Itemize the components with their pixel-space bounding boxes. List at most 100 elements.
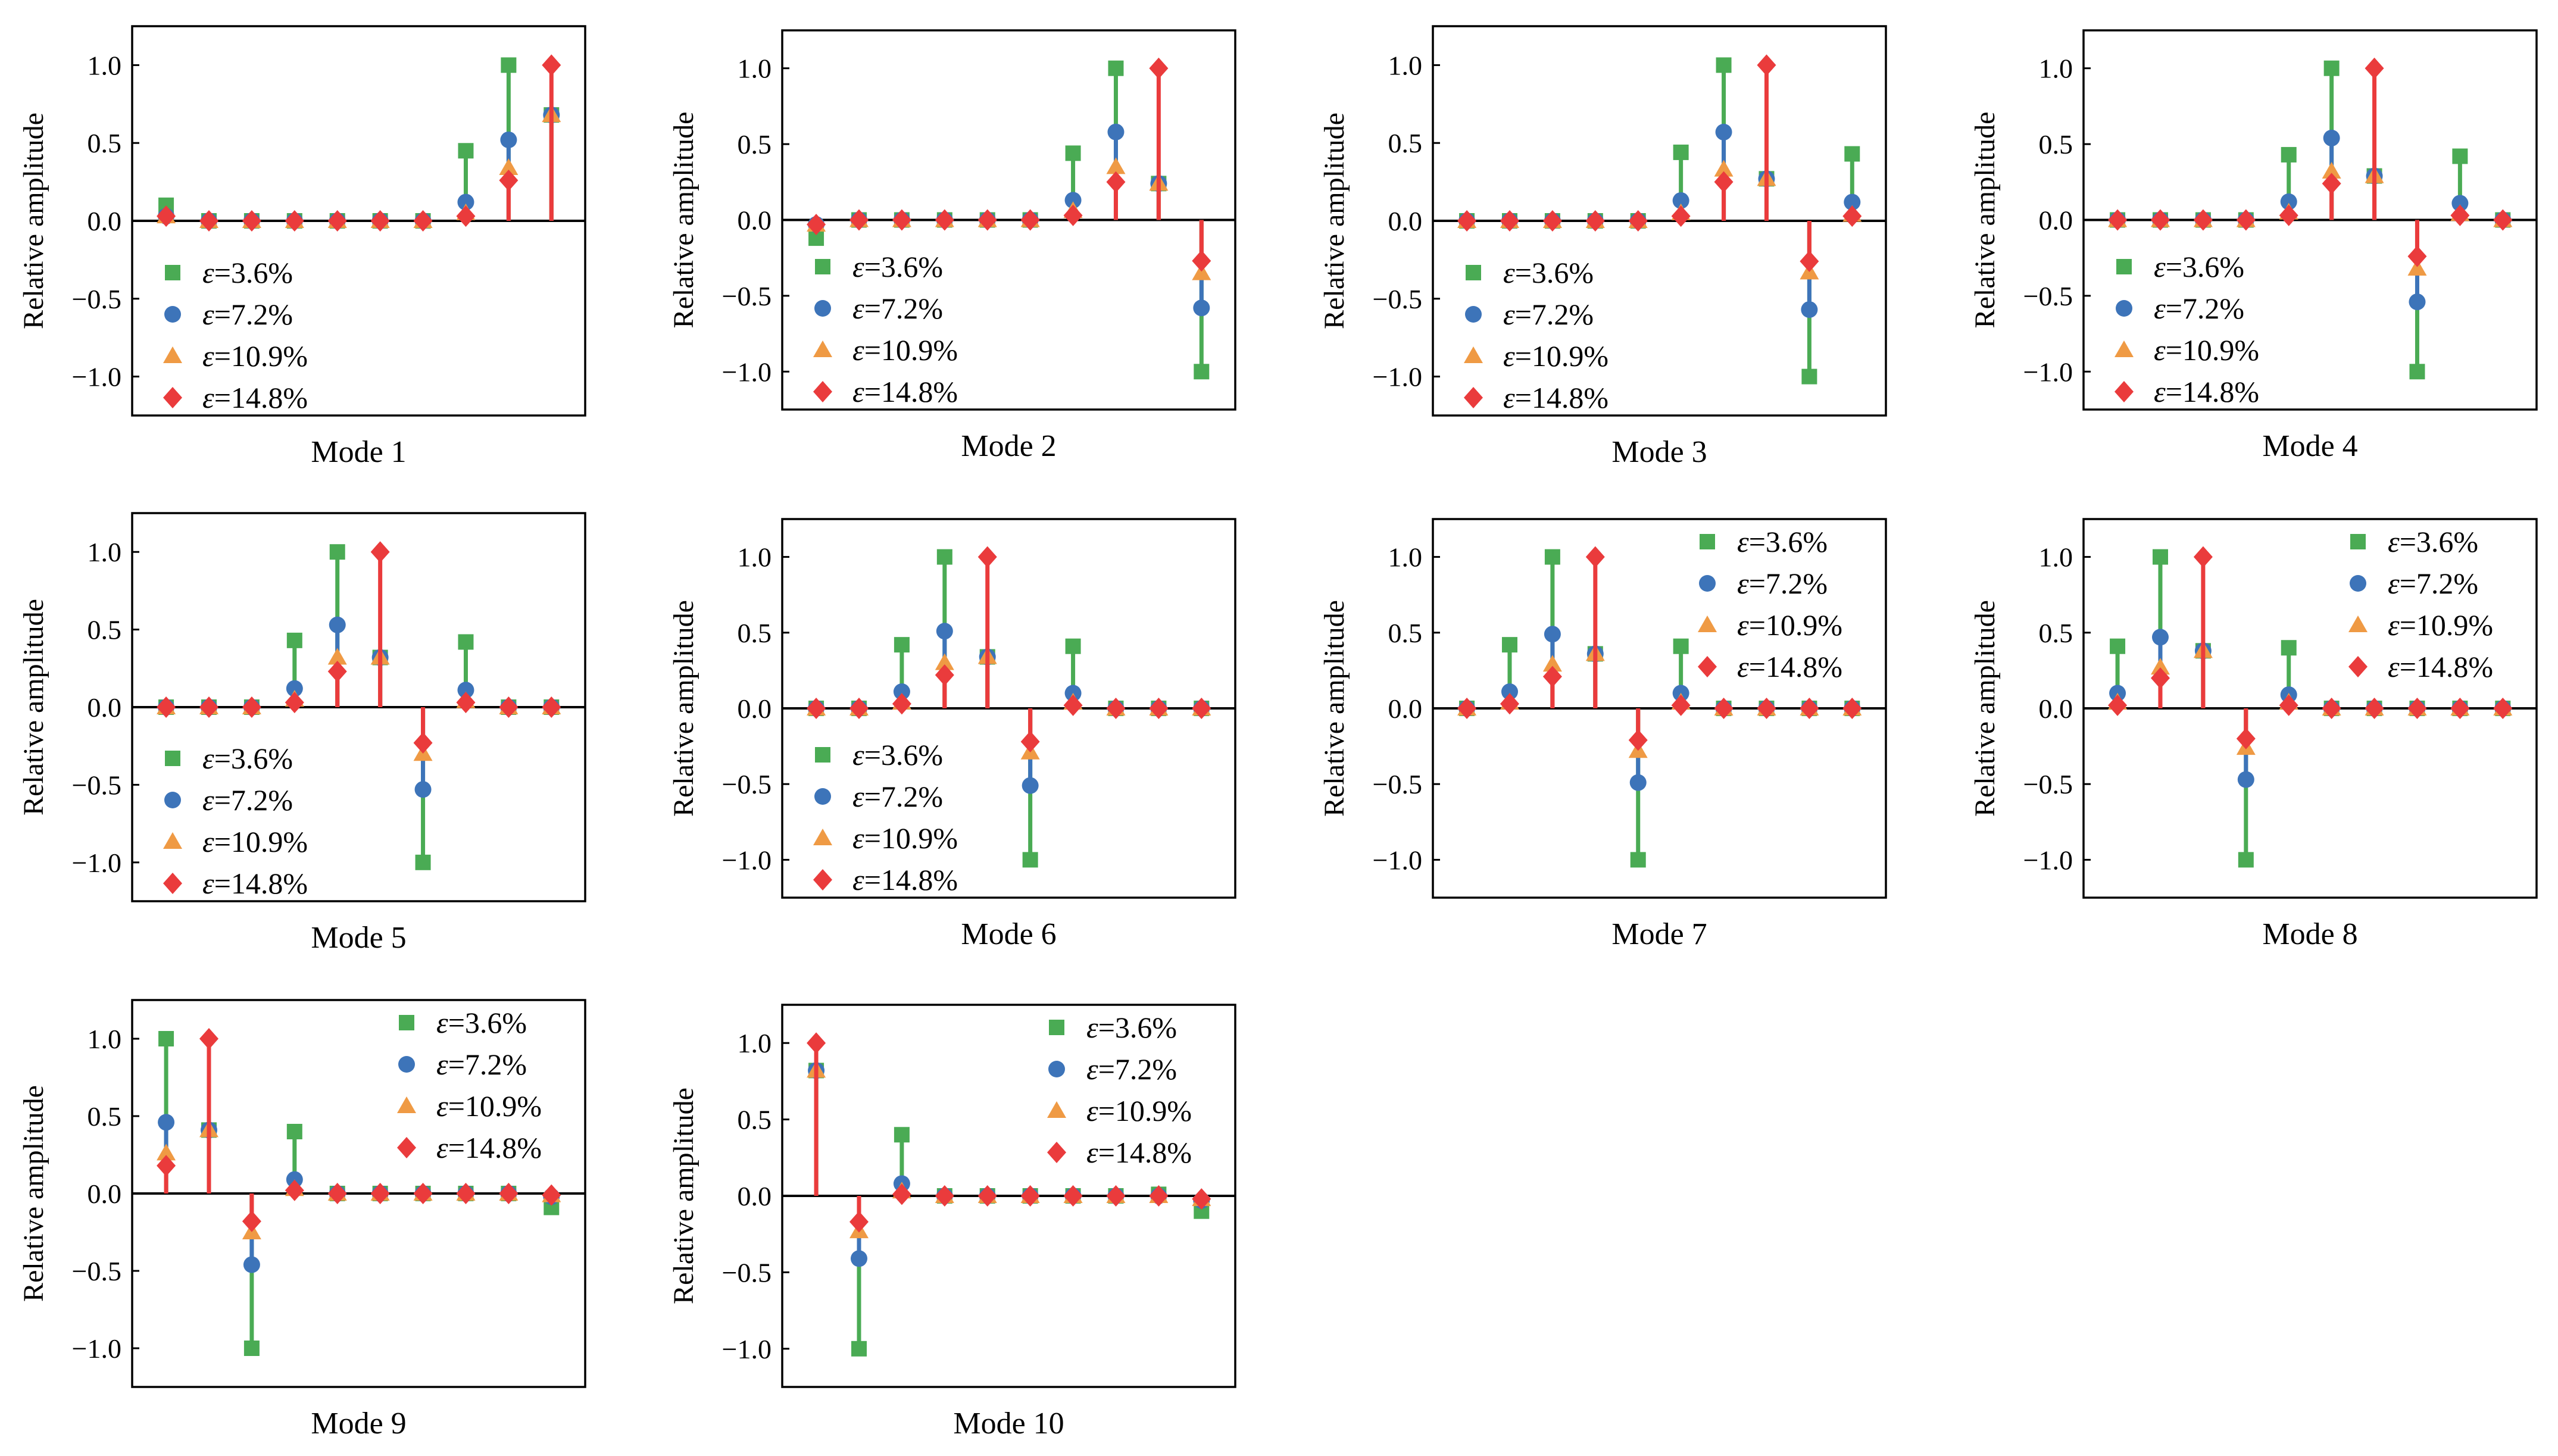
data-point-marker bbox=[458, 143, 474, 159]
y-tick-label: 0.0 bbox=[88, 692, 122, 723]
data-point-marker bbox=[2407, 698, 2427, 719]
y-tick-label: −1.0 bbox=[72, 1333, 121, 1364]
panel-title: Mode 9 bbox=[311, 1407, 406, 1441]
data-point-marker bbox=[849, 209, 869, 231]
data-point-marker bbox=[1673, 638, 1689, 654]
y-tick-label: 1.0 bbox=[2039, 542, 2073, 573]
data-point-marker bbox=[1757, 54, 1776, 76]
legend-label: ε=14.8% bbox=[436, 1131, 542, 1164]
data-point-marker bbox=[1629, 774, 1647, 791]
data-point-marker bbox=[327, 210, 347, 232]
y-tick-label: 0.0 bbox=[88, 1179, 122, 1209]
data-point-marker bbox=[1542, 655, 1562, 672]
y-tick-label: 0.5 bbox=[88, 615, 122, 645]
legend-marker bbox=[1700, 534, 1715, 549]
data-point-marker bbox=[1020, 730, 1040, 752]
panel-mode-5: 1.0 0.5 0.0 −0.5 −1.0 Relative amplitude Mode … bbox=[18, 512, 586, 955]
data-point-marker bbox=[1457, 698, 1477, 719]
data-point-marker bbox=[242, 1210, 261, 1232]
y-tick-label: 0.5 bbox=[2039, 129, 2073, 160]
legend-label: ε=7.2% bbox=[1086, 1052, 1177, 1086]
y-tick-label: −0.5 bbox=[1373, 284, 1422, 314]
data-point-marker bbox=[1542, 665, 1562, 688]
data-point-marker bbox=[1585, 546, 1605, 568]
data-point-marker bbox=[1194, 364, 1210, 380]
data-point-marker bbox=[1542, 210, 1562, 232]
data-point-marker bbox=[977, 209, 997, 231]
y-tick-label: −0.5 bbox=[2023, 769, 2073, 799]
y-tick-label: 1.0 bbox=[738, 1028, 772, 1058]
data-point-marker bbox=[1585, 210, 1605, 232]
series-eps-3-6 bbox=[158, 57, 560, 229]
legend-item-eps-10-9: ε=10.9% bbox=[2348, 608, 2493, 642]
data-point-marker bbox=[936, 623, 953, 640]
data-point-marker bbox=[499, 1183, 519, 1204]
panel-title: Mode 4 bbox=[2262, 429, 2357, 463]
data-point-marker bbox=[2409, 364, 2425, 380]
legend-label: ε=10.9% bbox=[202, 825, 308, 858]
panel-mode-1: 1.0 0.5 0.0 −0.5 −1.0 Relative amplitude Mode … bbox=[18, 25, 586, 469]
panel-title: Mode 7 bbox=[1611, 917, 1707, 951]
legend-label: ε=14.8% bbox=[1737, 650, 1842, 683]
data-point-marker bbox=[2280, 193, 2297, 210]
legend-item-eps-3-6: ε=3.6% bbox=[2116, 250, 2244, 283]
data-point-marker bbox=[1842, 205, 1862, 227]
legend-item-eps-3-6: ε=3.6% bbox=[1466, 256, 1594, 289]
legend: ε=3.6% ε=7.2% ε=10.9% ε=14.8% bbox=[2348, 525, 2493, 683]
legend-label: ε=10.9% bbox=[436, 1089, 542, 1123]
y-axis-label: Relative amplitude bbox=[1969, 600, 2001, 817]
data-point-marker bbox=[542, 696, 561, 718]
legend-label: ε=7.2% bbox=[2154, 292, 2244, 325]
legend-item-eps-14-8: ε=14.8% bbox=[397, 1131, 542, 1164]
data-point-marker bbox=[2110, 638, 2126, 654]
data-point-marker bbox=[370, 210, 390, 232]
legend-item-eps-3-6: ε=3.6% bbox=[815, 738, 943, 771]
legend-marker bbox=[1464, 346, 1483, 363]
legend-marker bbox=[1698, 656, 1717, 677]
data-point-marker bbox=[892, 1183, 911, 1205]
data-point-marker bbox=[542, 1184, 561, 1206]
legend-label: ε=7.2% bbox=[436, 1048, 527, 1081]
data-point-marker bbox=[1065, 638, 1081, 654]
data-point-marker bbox=[242, 210, 261, 232]
data-point-marker bbox=[1672, 192, 1689, 209]
data-point-marker bbox=[849, 698, 869, 719]
y-tick-label: 0.5 bbox=[2039, 618, 2073, 648]
series-eps-7-2 bbox=[158, 107, 560, 229]
data-point-marker bbox=[1628, 210, 1648, 232]
data-point-marker bbox=[500, 131, 517, 148]
data-point-marker bbox=[1544, 549, 1560, 565]
legend-label: ε=14.8% bbox=[1086, 1136, 1192, 1169]
legend-item-eps-10-9: ε=10.9% bbox=[813, 333, 958, 367]
legend-marker bbox=[397, 1137, 416, 1158]
y-tick-label: 1.0 bbox=[738, 54, 772, 84]
legend-label: ε=14.8% bbox=[202, 867, 308, 900]
data-point-marker bbox=[1107, 123, 1125, 140]
legend-marker bbox=[1048, 1061, 1065, 1077]
data-point-marker bbox=[1106, 171, 1126, 193]
series-eps-14-8 bbox=[1457, 54, 1862, 273]
y-axis-label: Relative amplitude bbox=[18, 1085, 49, 1302]
data-point-marker bbox=[1757, 698, 1776, 719]
series-eps-14-8 bbox=[807, 1032, 1211, 1233]
y-tick-label: 0.5 bbox=[88, 128, 122, 158]
data-point-marker bbox=[1106, 698, 1126, 719]
legend-item-eps-3-6: ε=3.6% bbox=[399, 1006, 527, 1039]
panel-mode-10: 1.0 0.5 0.0 −0.5 −1.0 Relative amplitude Mode … bbox=[668, 1004, 1236, 1441]
y-axis-label: Relative amplitude bbox=[668, 1088, 699, 1304]
legend-marker bbox=[2350, 575, 2366, 592]
data-point-marker bbox=[542, 54, 561, 76]
data-point-marker bbox=[849, 1211, 869, 1233]
data-point-marker bbox=[807, 698, 826, 719]
data-point-marker bbox=[2450, 698, 2470, 719]
legend-item-eps-3-6: ε=3.6% bbox=[165, 742, 293, 775]
legend-marker bbox=[2116, 259, 2132, 274]
data-point-marker bbox=[2451, 195, 2469, 212]
data-point-marker bbox=[2108, 209, 2128, 231]
data-point-marker bbox=[1457, 210, 1477, 232]
data-point-marker bbox=[2279, 204, 2298, 226]
data-point-marker bbox=[158, 1114, 175, 1131]
legend-label: ε=7.2% bbox=[1503, 298, 1594, 331]
legend-label: ε=10.9% bbox=[1503, 339, 1608, 373]
data-point-marker bbox=[1800, 251, 1819, 273]
